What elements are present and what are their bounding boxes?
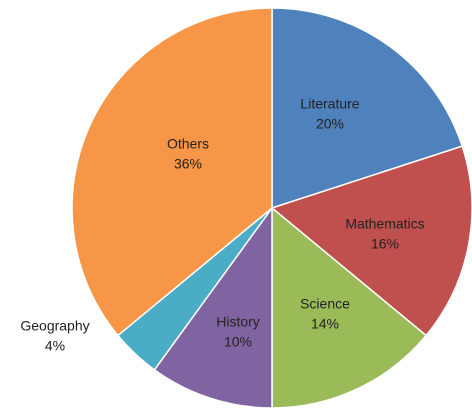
slice-value-label: 20% xyxy=(316,116,344,132)
slice-label: Literature xyxy=(300,96,359,112)
pie-slice xyxy=(271,7,464,210)
slice-label: Mathematics xyxy=(345,216,424,232)
slice-label: Others xyxy=(167,136,209,152)
slice-label: History xyxy=(216,314,260,330)
slice-label: Geography xyxy=(20,318,89,334)
slice-value-label: 36% xyxy=(174,156,202,172)
slice-value-label: 14% xyxy=(311,316,339,332)
pie-slice xyxy=(153,205,273,409)
pie-slice xyxy=(271,206,428,409)
slice-value-label: 4% xyxy=(45,338,65,354)
pie-slice xyxy=(71,7,273,337)
slice-value-label: 16% xyxy=(371,236,399,252)
pie-slice xyxy=(270,145,472,337)
slice-value-label: 10% xyxy=(224,334,252,350)
slice-label: Science xyxy=(300,296,350,312)
